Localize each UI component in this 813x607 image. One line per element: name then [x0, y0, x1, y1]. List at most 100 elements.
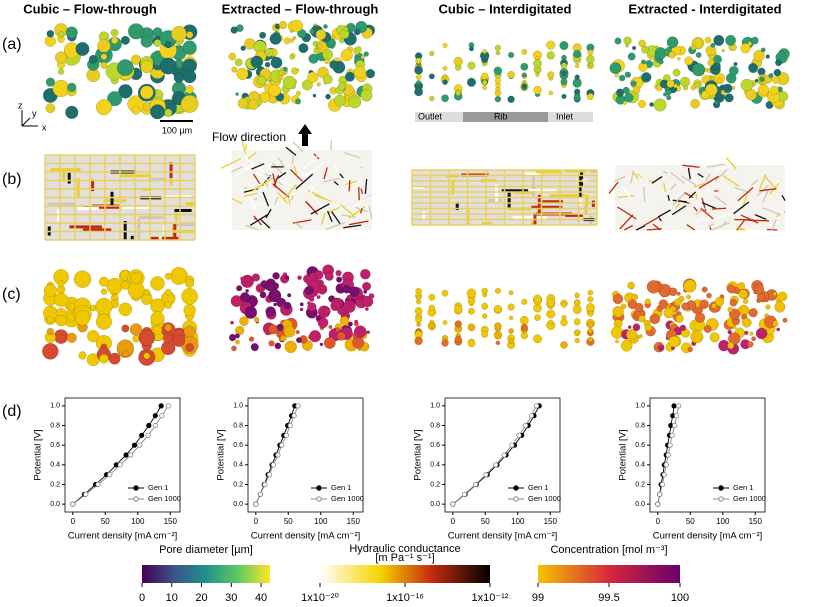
render-throat: [658, 217, 662, 222]
render-sphere: [676, 291, 681, 296]
render-sphere: [164, 272, 172, 280]
y-tick-label: 1.0: [635, 403, 645, 410]
render-throat: [302, 169, 317, 177]
render-sphere: [358, 295, 363, 301]
render-sphere: [740, 78, 754, 92]
legend-marker: [316, 485, 322, 491]
render-sphere: [765, 54, 770, 59]
render-sphere: [709, 332, 720, 343]
render-throat: [333, 181, 339, 186]
render-sphere: [467, 307, 475, 315]
render-sphere: [632, 86, 641, 94]
render-sphere: [185, 343, 195, 352]
render-sphere: [495, 340, 501, 346]
render-sphere: [143, 288, 151, 296]
render-sphere: [747, 341, 754, 348]
data-point: [95, 481, 101, 488]
render-sphere: [237, 98, 249, 109]
render-throat: [271, 162, 284, 175]
render-sphere: [574, 93, 581, 100]
render-sphere: [256, 75, 267, 86]
data-point: [516, 432, 522, 438]
data-point: [131, 442, 138, 448]
render-sphere: [46, 315, 54, 323]
y-tick-label: 0.8: [233, 422, 243, 429]
render-sphere: [268, 84, 281, 97]
render-sphere: [244, 306, 258, 319]
render-throat: [707, 163, 726, 168]
y-tick-label: 0.0: [430, 501, 440, 508]
data-point: [128, 452, 134, 458]
render-sphere: [415, 295, 422, 301]
render-throat: [719, 221, 727, 229]
render-sphere: [45, 77, 55, 87]
render-sphere: [74, 310, 91, 326]
render-sphere: [364, 307, 369, 311]
render-sphere: [55, 314, 67, 327]
render-sphere: [686, 294, 692, 300]
render-sphere: [574, 337, 580, 344]
x-axis-label: Current density [mA cm⁻²]: [653, 531, 763, 542]
render-sphere: [301, 79, 313, 91]
render-sphere: [634, 302, 644, 312]
data-point: [70, 501, 76, 507]
render-sphere: [725, 34, 737, 46]
render-sphere: [467, 339, 476, 348]
render-sphere: [644, 323, 653, 332]
render-sphere: [441, 94, 449, 103]
x-tick-label: 100: [131, 517, 145, 526]
render-sphere: [138, 329, 155, 347]
render-sphere: [585, 303, 595, 313]
render-throat: [709, 226, 712, 231]
render-sphere: [415, 315, 423, 324]
render-sphere: [751, 36, 759, 45]
render-sphere: [646, 280, 661, 294]
render-sphere: [282, 272, 288, 277]
data-point: [509, 442, 515, 448]
render-sphere: [679, 76, 691, 88]
render-sphere: [106, 277, 123, 295]
render-throat: [662, 170, 668, 175]
render-throat: [751, 179, 759, 186]
render-sphere: [546, 51, 556, 60]
data-point: [123, 452, 129, 458]
render-sphere: [297, 28, 307, 39]
render-sphere: [45, 103, 56, 114]
render-sphere: [740, 42, 751, 54]
x-tick-label: 50: [284, 517, 293, 526]
render-sphere: [615, 339, 619, 344]
render-sphere: [673, 298, 682, 307]
data-point: [501, 452, 507, 458]
render-throat: [234, 163, 255, 177]
render-sphere: [347, 321, 353, 327]
axis-x: x: [42, 122, 47, 132]
render-sphere: [359, 268, 371, 280]
render-sphere: [616, 88, 625, 97]
render-sphere: [340, 49, 353, 62]
data-point: [253, 501, 259, 507]
render-sphere: [701, 286, 708, 293]
render-sphere: [495, 50, 501, 56]
render-sphere: [78, 351, 87, 360]
render-sphere: [494, 77, 502, 84]
render-sphere: [533, 85, 542, 95]
legend-marker: [133, 496, 139, 502]
render-sphere: [304, 285, 314, 296]
legend-marker: [133, 485, 139, 491]
render-sphere: [699, 299, 709, 310]
colorbar-tick-label: 10: [166, 592, 178, 604]
scale-label: 100 µm: [162, 125, 192, 135]
colorbar: [320, 565, 490, 583]
render-throat: [733, 201, 750, 215]
render-sphere: [329, 60, 339, 70]
data-point: [669, 432, 675, 438]
render-throat: [712, 212, 732, 221]
render-sphere: [713, 54, 723, 64]
data-point: [450, 501, 456, 507]
render-sphere: [353, 65, 367, 79]
render-sphere: [637, 99, 647, 109]
column-header: Extracted – Flow-through: [222, 1, 379, 16]
render-sphere: [612, 305, 624, 318]
render-sphere: [772, 291, 777, 297]
render-throat: [251, 163, 265, 170]
